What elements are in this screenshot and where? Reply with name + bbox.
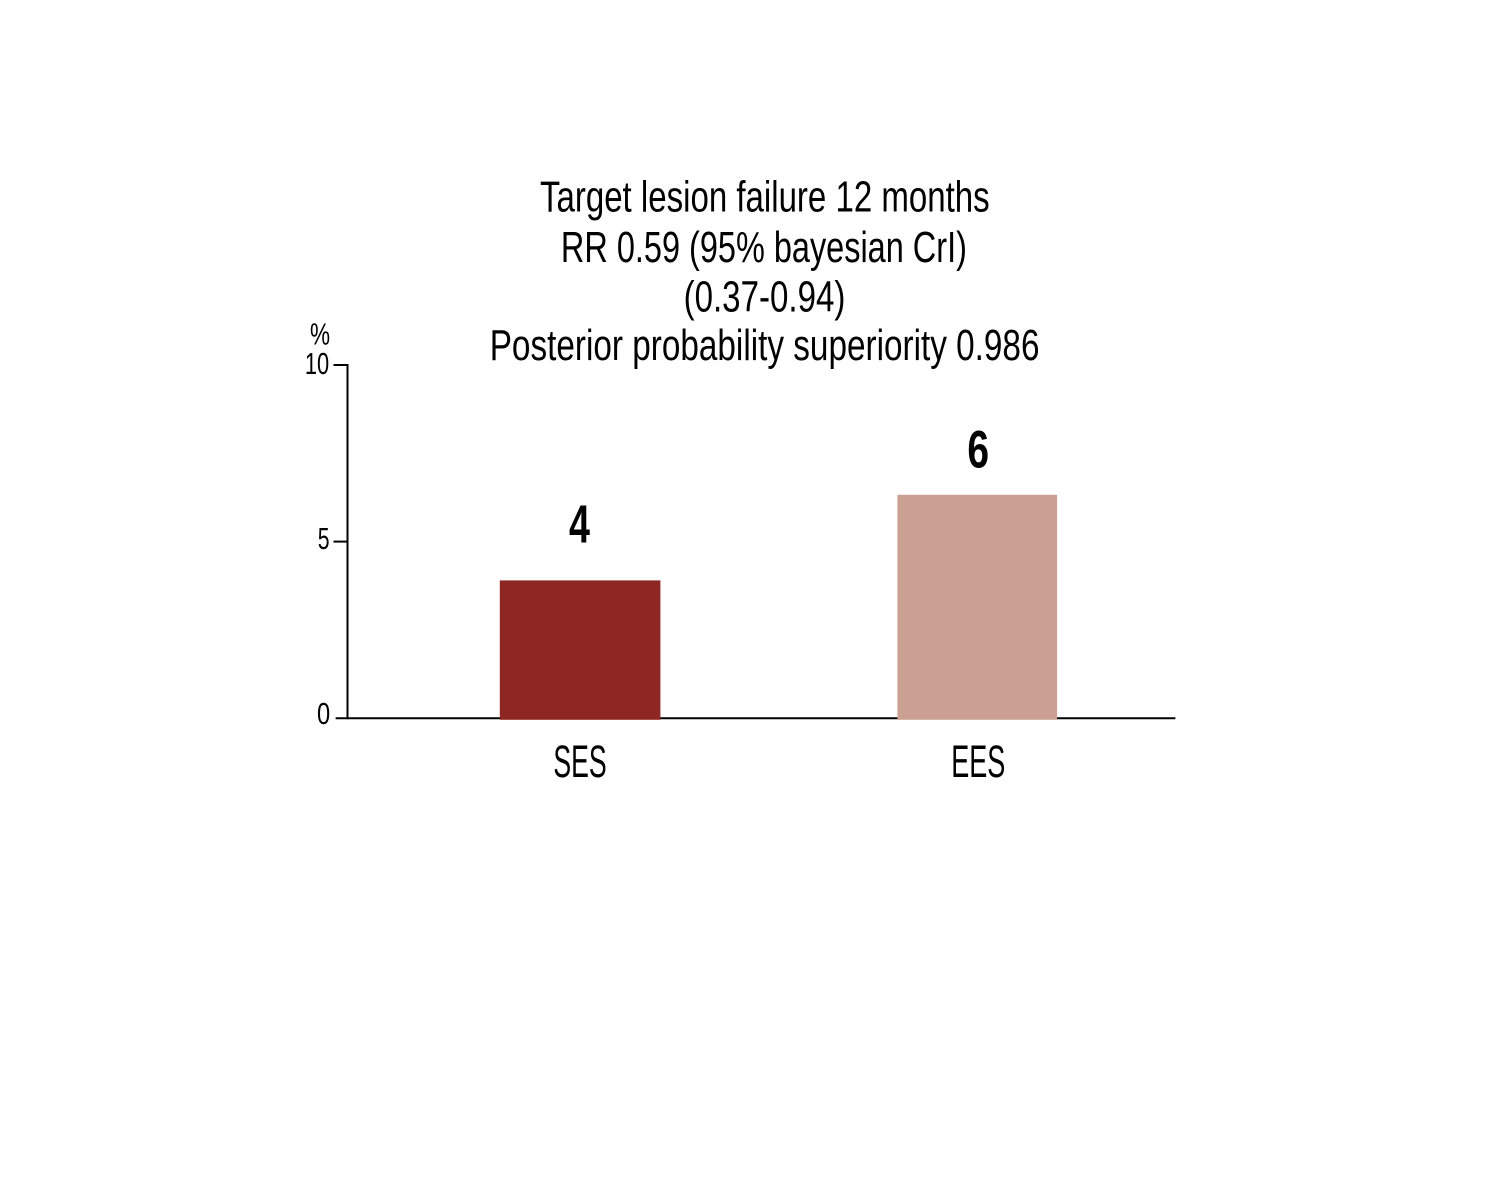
svg-text:4: 4 <box>569 494 590 554</box>
svg-text:(0.37-0.94): (0.37-0.94) <box>684 273 846 322</box>
svg-text:10: 10 <box>305 347 329 381</box>
svg-text:Target lesion failure 12 month: Target lesion failure 12 months <box>540 173 990 222</box>
svg-text:5: 5 <box>318 521 330 556</box>
svg-text:%: % <box>310 317 330 351</box>
svg-text:RR 0.59 (95% bayesian CrI): RR 0.59 (95% bayesian CrI) <box>561 223 967 272</box>
svg-text:SES: SES <box>553 737 606 787</box>
svg-text:EES: EES <box>951 736 1005 787</box>
svg-text:0: 0 <box>317 696 330 731</box>
svg-text:Posterior probability superior: Posterior probability superiority 0.986 <box>490 322 1040 370</box>
svg-text:6: 6 <box>967 420 989 479</box>
